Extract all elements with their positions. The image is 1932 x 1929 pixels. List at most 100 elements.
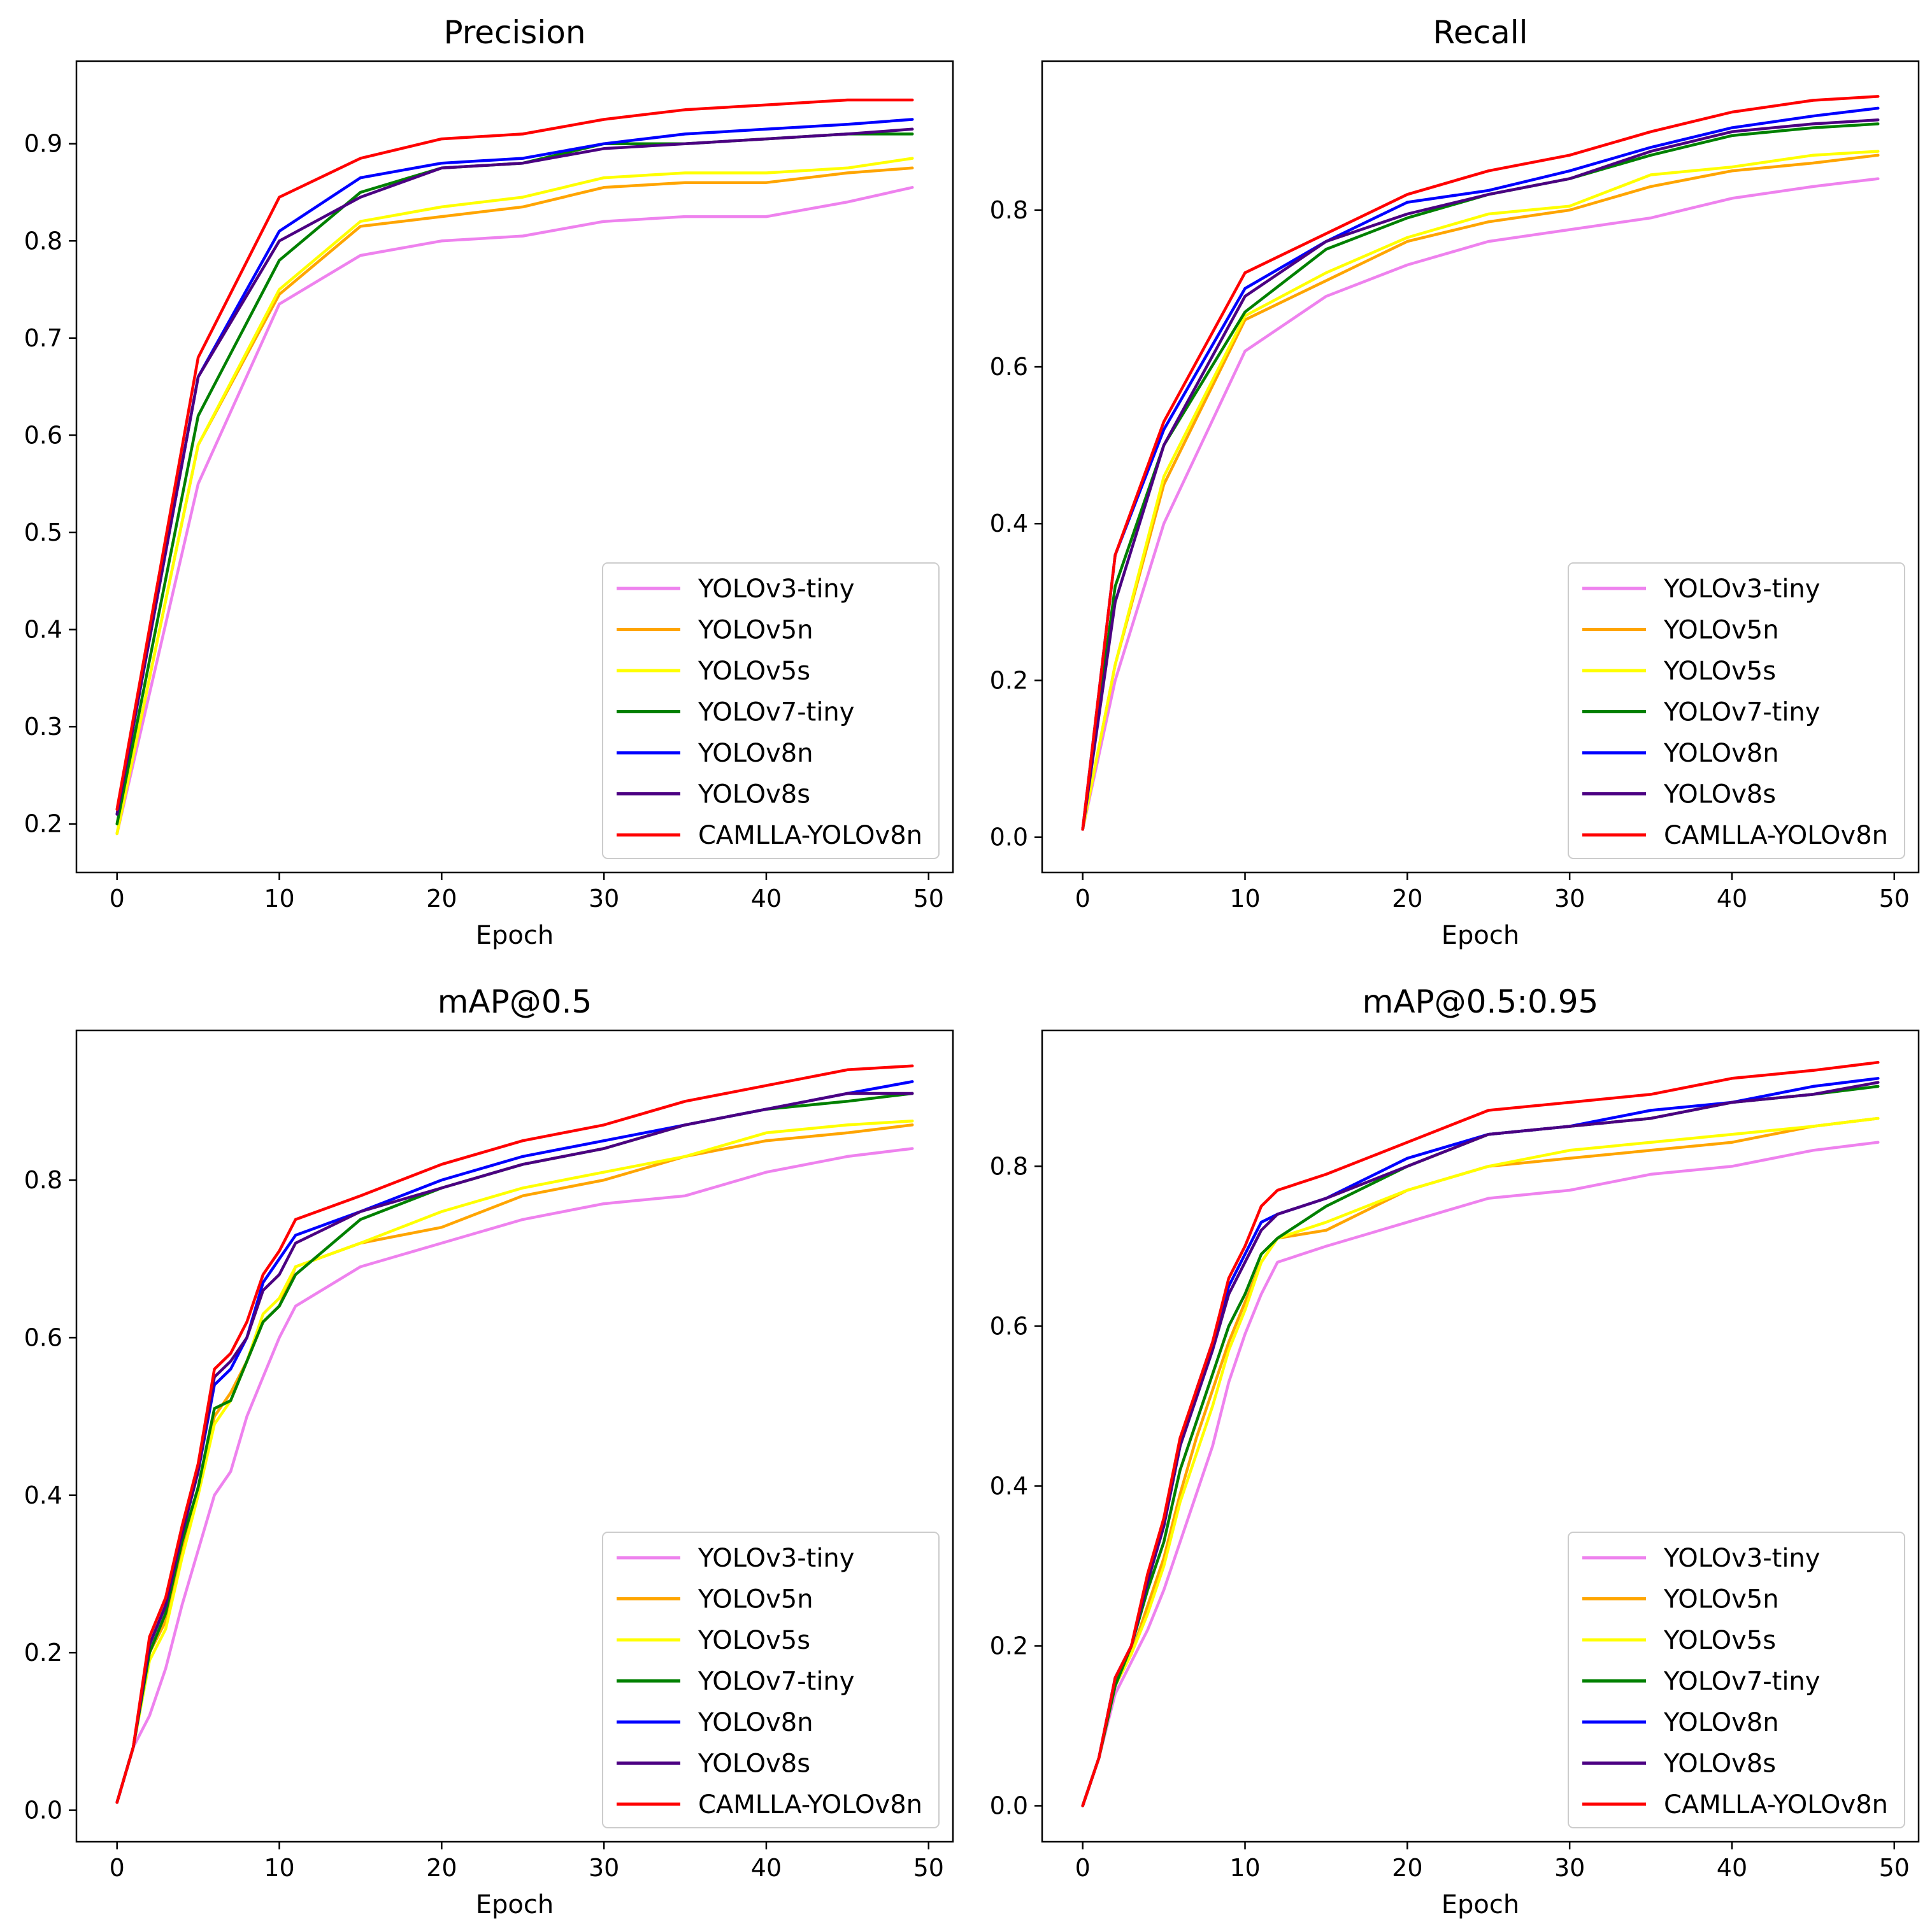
legend-item: YOLOv5n — [1582, 616, 1779, 645]
chart-panel-4: mAP@0.5:0.95 0 10 20 30 40 50 0.0 0.2 0.4 0.6 0.8 Ep… — [990, 983, 1920, 1919]
series-line-camlla-yolov8n — [1081, 1060, 1880, 1807]
y-tick-label: 0.7 — [24, 324, 62, 352]
legend-item: YOLOv5s — [617, 657, 810, 686]
legend-item: CAMLLA-YOLOv8n — [617, 1790, 922, 1819]
y-tick-label: 0.3 — [24, 713, 62, 741]
x-tick-label: 10 — [264, 885, 294, 913]
series-line-yolov3-tiny — [1081, 177, 1880, 831]
y-tick-label: 0.8 — [990, 196, 1028, 224]
y-tick-label: 0.0 — [990, 1792, 1028, 1820]
legend-item: YOLOv8n — [1582, 739, 1779, 768]
legend-item: YOLOv7-tiny — [617, 1667, 854, 1697]
y-tick-label: 0.6 — [990, 353, 1028, 381]
x-tick-label: 50 — [913, 885, 944, 913]
legend-item: YOLOv5n — [1582, 1585, 1779, 1614]
x-tick-label: 30 — [589, 1854, 619, 1882]
series-line-yolov5s — [1081, 1116, 1880, 1807]
legend-item: YOLOv3-tiny — [1582, 1544, 1820, 1573]
series-line-yolov3-tiny — [1081, 1141, 1880, 1807]
series-line-yolov8n — [1081, 106, 1880, 831]
x-tick-label: 40 — [1717, 885, 1747, 913]
legend-item: YOLOv5s — [1582, 1626, 1776, 1655]
legend-label: YOLOv3-tiny — [698, 574, 854, 604]
legend-item: YOLOv8n — [617, 739, 813, 768]
y-tick-label: 0.4 — [990, 509, 1028, 537]
legend: YOLOv3-tiny YOLOv5n YOLOv5s YOLOv7-tiny YOLO… — [602, 562, 940, 859]
legend-label: YOLOv7-tiny — [698, 698, 854, 727]
legend-item: YOLOv8n — [1582, 1708, 1779, 1737]
y-tick-label: 0.0 — [24, 1797, 62, 1825]
legend-box — [602, 1532, 940, 1828]
x-tick-label: 20 — [426, 1854, 457, 1882]
y-tick-label: 0.4 — [990, 1472, 1028, 1500]
series-line-yolov8s — [1081, 118, 1880, 831]
legend-label: YOLOv5s — [1663, 657, 1776, 686]
series-line-camlla-yolov8n — [115, 98, 914, 811]
y-tick-label: 0.0 — [990, 823, 1028, 851]
x-axis-label: Epoch — [476, 1890, 554, 1919]
legend-label: YOLOv8n — [1663, 1708, 1779, 1737]
y-tick-label: 0.5 — [24, 518, 62, 546]
legend-label: YOLOv8s — [698, 780, 810, 809]
legend: YOLOv3-tiny YOLOv5n YOLOv5s YOLOv7-tiny YOLO… — [1568, 562, 1905, 859]
y-tick-label: 0.9 — [24, 130, 62, 158]
x-tick-label: 30 — [589, 885, 619, 913]
legend-label: YOLOv8n — [1663, 739, 1779, 768]
legend-item: CAMLLA-YOLOv8n — [1582, 1790, 1888, 1819]
legend-item: YOLOv8s — [617, 780, 810, 809]
y-tick-label: 0.4 — [24, 1481, 62, 1509]
x-tick-label: 50 — [1879, 1854, 1910, 1882]
series-line-yolov8n — [115, 118, 914, 816]
x-axis-label: Epoch — [476, 921, 554, 950]
x-tick-label: 0 — [110, 1854, 125, 1882]
legend-item: YOLOv5s — [617, 1626, 810, 1655]
series-line-yolov5s — [115, 1119, 914, 1804]
y-tick-label: 0.4 — [24, 616, 62, 644]
legend-item: CAMLLA-YOLOv8n — [617, 821, 922, 850]
legend-label: YOLOv5s — [698, 657, 810, 686]
legend: YOLOv3-tiny YOLOv5n YOLOv5s YOLOv7-tiny YOLO… — [1568, 1532, 1905, 1828]
chart-title: mAP@0.5:0.95 — [1363, 983, 1599, 1020]
legend-item: YOLOv8s — [617, 1749, 810, 1779]
chart-title: Recall — [1433, 14, 1528, 51]
legend-item: YOLOv3-tiny — [617, 574, 854, 604]
legend-label: YOLOv7-tiny — [698, 1667, 854, 1697]
legend-item: YOLOv3-tiny — [1582, 574, 1820, 604]
x-tick-label: 20 — [1392, 1854, 1422, 1882]
x-tick-label: 0 — [110, 885, 125, 913]
legend-box — [1568, 1532, 1905, 1828]
legend-item: YOLOv5n — [617, 1585, 813, 1614]
y-tick-label: 0.8 — [24, 1166, 62, 1194]
y-tick-label: 0.6 — [24, 421, 62, 449]
legend-label: YOLOv3-tiny — [1663, 1544, 1820, 1573]
x-tick-label: 0 — [1075, 1854, 1091, 1882]
x-tick-label: 40 — [751, 1854, 782, 1882]
legend-item: YOLOv5s — [1582, 657, 1776, 686]
y-tick-label: 0.2 — [24, 1639, 62, 1667]
y-tick-label: 0.6 — [990, 1312, 1028, 1340]
x-tick-label: 40 — [751, 885, 782, 913]
legend-item: YOLOv7-tiny — [617, 698, 854, 727]
legend-label: CAMLLA-YOLOv8n — [698, 821, 922, 850]
legend-item: YOLOv7-tiny — [1582, 1667, 1820, 1697]
legend: YOLOv3-tiny YOLOv5n YOLOv5s YOLOv7-tiny YOLO… — [602, 1532, 940, 1828]
legend-item: YOLOv8s — [1582, 780, 1776, 809]
legend-label: YOLOv7-tiny — [1663, 1667, 1820, 1697]
legend-label: CAMLLA-YOLOv8n — [1664, 821, 1888, 850]
x-tick-label: 10 — [1229, 885, 1260, 913]
legend-label: YOLOv7-tiny — [1663, 698, 1820, 727]
legend-label: YOLOv3-tiny — [698, 1544, 854, 1573]
x-tick-label: 30 — [1554, 1854, 1585, 1882]
legend-label: YOLOv3-tiny — [1663, 574, 1820, 604]
series-line-yolov8s — [115, 127, 914, 816]
x-axis-label: Epoch — [1442, 921, 1519, 950]
y-tick-label: 0.8 — [24, 227, 62, 255]
x-tick-label: 40 — [1717, 1854, 1747, 1882]
y-tick-label: 0.2 — [990, 666, 1028, 694]
x-tick-label: 50 — [1879, 885, 1910, 913]
legend-label: YOLOv5n — [1663, 1585, 1779, 1614]
plot-frame — [1041, 60, 1920, 874]
series-line-yolov5n — [1081, 153, 1880, 831]
x-tick-label: 50 — [913, 1854, 944, 1882]
legend-item: YOLOv5n — [617, 616, 813, 645]
